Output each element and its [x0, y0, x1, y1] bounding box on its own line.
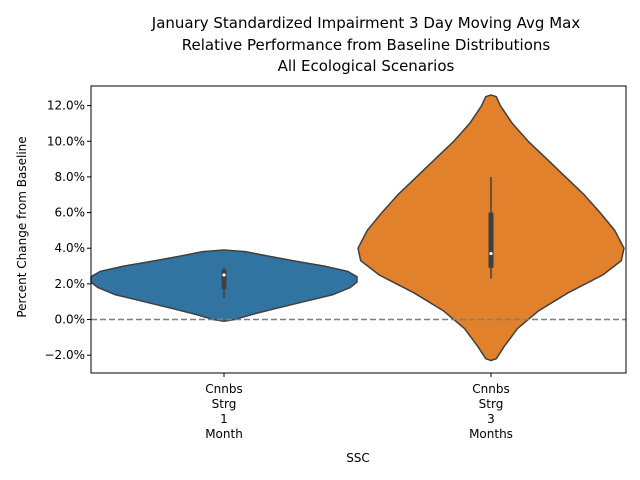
violin-box-1 [221, 269, 227, 290]
x-tick-label-line: Cnnbs [205, 382, 242, 396]
chart-title-line-2: Relative Performance from Baseline Distr… [182, 36, 551, 54]
plot-area: −2.0% 0.0% 2.0% 4.0% 6.0% 8.0% 10.0% 12.0% Cnnbs… [44, 85, 627, 441]
y-axis-label: Percent Change from Baseline [15, 136, 29, 317]
x-tick-label-line: Cnnbs [472, 382, 509, 396]
y-tick-label: 8.0% [55, 170, 86, 184]
violin-median-2 [489, 251, 493, 256]
y-tick-label: 6.0% [55, 206, 86, 220]
x-axis-label: SSC [346, 451, 370, 465]
x-tick-label-line: 1 [220, 412, 228, 426]
y-tick-label: 10.0% [47, 134, 85, 148]
x-tick-label: Cnnbs Strg 3 Months [469, 382, 513, 441]
y-tick-label: 0.0% [55, 313, 86, 327]
y-tick-label: 12.0% [47, 99, 85, 113]
chart-title-line-1: January Standardized Impairment 3 Day Mo… [151, 14, 581, 32]
x-tick-label-line: Months [469, 427, 513, 441]
x-tick-label: Cnnbs Strg 1 Month [205, 382, 243, 441]
y-tick-label: 2.0% [55, 277, 86, 291]
x-tick-label-line: 3 [487, 412, 495, 426]
x-tick-label-line: Month [205, 427, 243, 441]
x-tick-label-line: Strg [479, 397, 504, 411]
y-tick-label: 4.0% [55, 241, 86, 255]
y-tick-label: −2.0% [44, 348, 85, 362]
plot-frame [90, 85, 627, 374]
chart-title: January Standardized Impairment 3 Day Mo… [151, 14, 581, 75]
x-tick-label-line: Strg [212, 397, 237, 411]
chart-title-line-3: All Ecological Scenarios [278, 57, 455, 75]
violin-box-2 [488, 212, 494, 268]
violin-median-1 [222, 273, 226, 277]
